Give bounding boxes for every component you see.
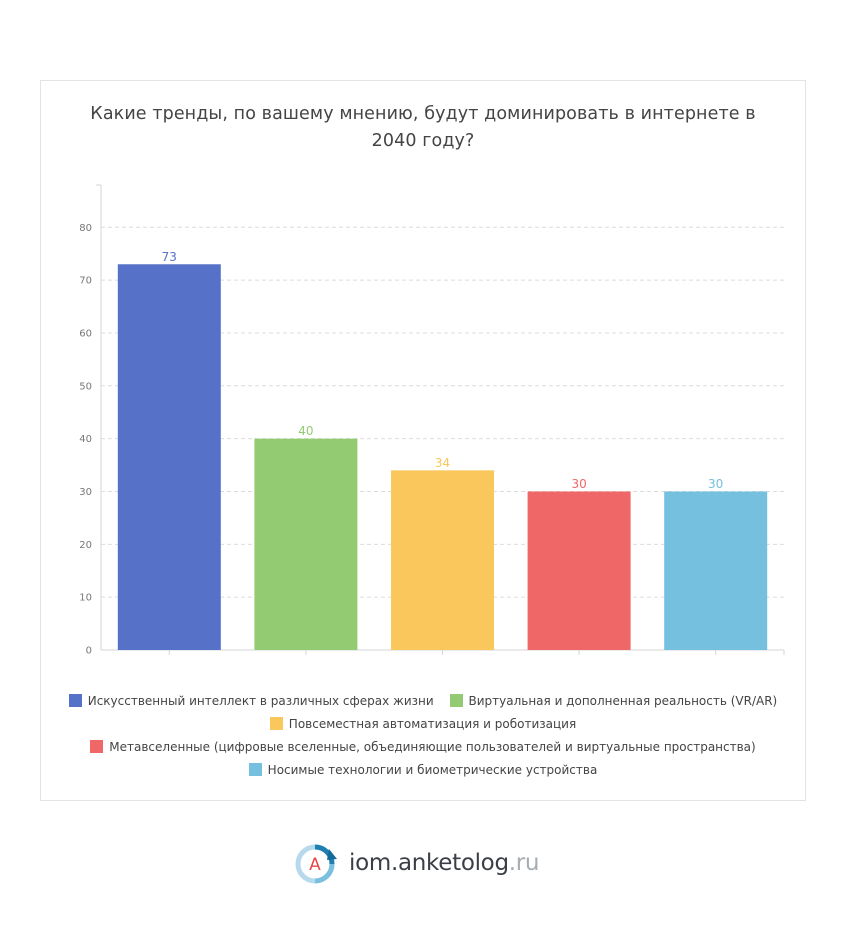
legend-swatch	[68, 694, 82, 707]
brand-main: iom.anketolog	[349, 850, 509, 876]
y-tick-label: 30	[79, 487, 92, 498]
footer: A iom.anketolog.ru	[0, 838, 848, 890]
bar[interactable]	[527, 491, 631, 650]
logo-letter: A	[309, 855, 321, 875]
bars	[117, 264, 768, 650]
y-tick-label: 40	[79, 434, 92, 445]
y-tick-label: 60	[79, 328, 92, 339]
y-tick-label: 20	[79, 540, 92, 551]
bar[interactable]	[664, 491, 768, 650]
chart-title: Какие тренды, по вашему мнению, будут до…	[90, 104, 756, 151]
legend-item-automation[interactable]: Повсеместная автоматизация и роботизация	[269, 713, 577, 736]
data-label: 30	[708, 477, 723, 491]
y-tick-label: 10	[79, 593, 92, 604]
data-labels: 73 40 34 30 30	[162, 250, 724, 491]
anketolog-logo-icon[interactable]: A	[293, 843, 339, 885]
legend-label: Повсеместная автоматизация и роботизация	[288, 717, 577, 731]
data-label: 30	[571, 477, 586, 491]
legend-item-metaverse[interactable]: Метавселенные (цифровые вселенные, объед…	[90, 736, 756, 759]
bar[interactable]	[117, 264, 221, 650]
legend-item-vr-ar[interactable]: Виртуальная и дополненная реальность (VR…	[449, 690, 778, 713]
data-label: 34	[435, 456, 450, 470]
bar[interactable]	[391, 470, 494, 650]
legend-swatch	[269, 717, 283, 730]
legend-item-ai[interactable]: Искусственный интеллект в различных сфер…	[68, 690, 434, 713]
brand-tld: .ru	[508, 850, 540, 876]
y-tick-label: 80	[79, 223, 92, 234]
legend-label: Носимые технологии и биометрические устр…	[267, 763, 598, 777]
legend-swatch	[90, 740, 104, 753]
legend-item-wearables[interactable]: Носимые технологии и биометрические устр…	[248, 759, 598, 782]
legend: Искусственный интеллект в различных сфер…	[40, 690, 806, 782]
legend-swatch	[449, 694, 463, 707]
brand-link[interactable]: iom.anketolog.ru	[349, 847, 540, 879]
legend-label: Виртуальная и дополненная реальность (VR…	[468, 694, 778, 708]
legend-label: Искусственный интеллект в различных сфер…	[87, 694, 434, 708]
data-label: 73	[162, 250, 177, 264]
y-tick-label: 0	[86, 646, 92, 657]
legend-label: Метавселенные (цифровые вселенные, объед…	[109, 740, 756, 754]
y-tick-label: 50	[79, 381, 92, 392]
bar[interactable]	[254, 438, 358, 650]
legend-swatch	[248, 763, 262, 776]
data-label: 40	[298, 424, 313, 438]
y-tick-label: 70	[79, 276, 92, 287]
